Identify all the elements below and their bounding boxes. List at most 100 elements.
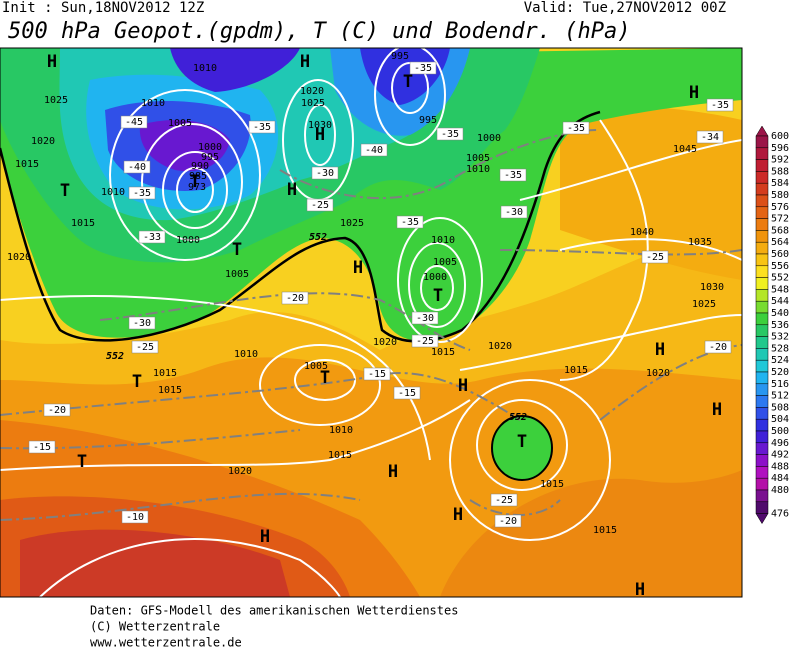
isotherm-label: -40	[365, 145, 383, 156]
isotherm-label-box	[641, 250, 669, 264]
colorbar-label: 496	[771, 438, 789, 449]
isotherm-label-box	[43, 403, 71, 417]
pressure-center: T	[60, 181, 70, 201]
colorbar-swatch	[755, 442, 769, 455]
pressure-center: H	[47, 52, 57, 72]
isobar-label: 1005	[225, 269, 249, 280]
isotherm-label-box	[393, 386, 421, 400]
isobar-label: 990	[191, 161, 209, 172]
isotherm-label: -25	[646, 252, 664, 263]
isobar-label: 995	[391, 51, 409, 62]
isotherm-label-box	[704, 340, 732, 354]
footer-line: Daten: GFS-Modell des amerikanischen Wet…	[90, 604, 458, 618]
isotherm-label-box	[363, 367, 391, 381]
colorbar-swatch	[755, 241, 769, 255]
init-time: Init : Sun,18NOV2012 12Z	[2, 0, 204, 16]
colorbar-label: 564	[771, 237, 789, 248]
isotherm-label: -20	[286, 293, 304, 304]
isotherm-label: -15	[33, 442, 51, 453]
isotherm-label-box	[499, 168, 527, 182]
isobar-label: 1040	[630, 227, 654, 238]
isotherm-label: -35	[133, 188, 151, 199]
isotherm-label: -15	[398, 388, 416, 399]
colorbar-swatch	[755, 182, 769, 196]
isobar-label: 1045	[673, 144, 697, 155]
map-title: 500 hPa Geopot.(gpdm), T (C) und Bodendr…	[8, 19, 631, 44]
isotherm-label: -25	[495, 495, 513, 506]
isobar-label: 1015	[593, 525, 617, 536]
isobar-label: 1000	[423, 272, 447, 283]
colorbar-label: 580	[771, 190, 789, 201]
isotherm-label-box	[436, 127, 464, 141]
colorbar-swatch	[755, 265, 769, 278]
pressure-center: H	[635, 580, 645, 600]
colorbar-label: 512	[771, 391, 789, 402]
pressure-center: H	[453, 505, 463, 525]
colorbar-label: 560	[771, 249, 789, 260]
pressure-center: H	[260, 527, 270, 547]
isotherm-label: -35	[441, 129, 459, 140]
isobar-label: 995	[419, 115, 437, 126]
isobar-label: 1010	[329, 425, 353, 436]
isobar-label: 1030	[700, 282, 724, 293]
colorbar-label: 540	[771, 308, 789, 319]
isobar-label: 1025	[692, 299, 716, 310]
colorbar-swatch	[755, 135, 769, 149]
isotherm-label: -25	[136, 342, 154, 353]
colorbar-label: 576	[771, 202, 789, 213]
isotherm-label-box	[120, 115, 148, 129]
map-field	[0, 48, 742, 597]
colorbar-cap	[755, 125, 769, 137]
isotherm-label: -33	[143, 232, 161, 243]
pressure-center: H	[458, 376, 468, 396]
isobar-label: 1010	[193, 63, 217, 74]
isobar-label: 1020	[300, 86, 324, 97]
pressure-center: T	[232, 240, 242, 260]
isobar-label: 1020	[7, 252, 31, 263]
isobar-label: 1015	[431, 347, 455, 358]
isobar-label: 1000	[477, 133, 501, 144]
isobar-label: 973	[188, 182, 206, 193]
isotherm-label-box	[123, 160, 151, 174]
isobar-label: 1025	[340, 218, 364, 229]
isobar-label: 1020	[373, 337, 397, 348]
isotherm-label: -20	[709, 342, 727, 353]
isobar-label: 1010	[466, 164, 490, 175]
isobar-label: 1015	[158, 385, 182, 396]
colorbar-swatch	[755, 194, 769, 208]
colorbar-swatch	[755, 359, 769, 373]
colorbar-label: 544	[771, 296, 789, 307]
footer-line: (C) Wetterzentrale	[90, 620, 220, 634]
pressure-center: T	[433, 286, 443, 306]
isobar-label: 1000	[198, 142, 222, 153]
pressure-center: T	[190, 172, 200, 192]
isotherm-label-box	[490, 493, 518, 507]
colorbar-label: 504	[771, 414, 789, 425]
colorbar-label: 552	[771, 273, 789, 284]
colorbar-swatch	[755, 466, 769, 479]
isotherm-label-box	[494, 514, 522, 528]
isobar-label: 1005	[168, 118, 192, 129]
isotherm-label: -30	[505, 207, 523, 218]
isobar-label: 1005	[466, 153, 490, 164]
height-label: 552	[309, 232, 327, 243]
colorbar-label: 492	[771, 450, 789, 461]
colorbar-label: 532	[771, 332, 789, 343]
isobar-label: 1020	[31, 136, 55, 147]
colorbar-swatch	[755, 407, 769, 420]
colorbar-label: 588	[771, 166, 789, 177]
colorbar-cap	[755, 513, 769, 525]
pressure-center: T	[403, 72, 413, 92]
colorbar-swatch	[755, 430, 769, 444]
colorbar-swatch	[755, 501, 769, 514]
isobar-label: 1005	[433, 257, 457, 268]
isotherm-label-box	[121, 510, 149, 524]
colorbar-swatch	[755, 206, 769, 219]
isotherm-label-box	[411, 334, 439, 348]
colorbar-swatch	[755, 324, 769, 337]
isotherm-label-box	[500, 205, 528, 219]
isobar-label: 1015	[71, 218, 95, 229]
colorbar-swatch	[755, 336, 769, 349]
colorbar-swatch	[755, 383, 769, 396]
